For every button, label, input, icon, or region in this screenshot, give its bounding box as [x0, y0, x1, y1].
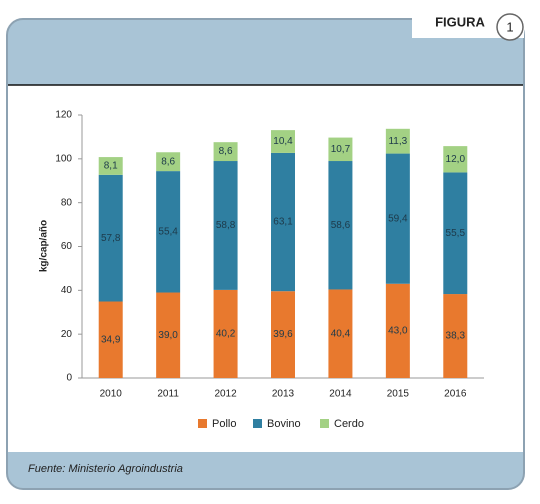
- bar-segment: [443, 294, 468, 378]
- data-label: 38,3: [446, 331, 466, 342]
- x-tick-label: 2016: [444, 389, 467, 400]
- x-tick-label: 2014: [329, 389, 352, 400]
- bar-segment: [98, 157, 123, 175]
- x-tick-label: 2011: [157, 389, 179, 400]
- y-tick-label: 20: [61, 329, 73, 340]
- bar-segment: [271, 130, 295, 153]
- y-tick-label: 60: [61, 241, 73, 252]
- y-tick-label: 120: [55, 110, 72, 121]
- bar-segment: [385, 283, 410, 378]
- y-tick-label: 40: [61, 285, 73, 296]
- data-label: 12,0: [446, 154, 466, 165]
- legend-label: Pollo: [212, 418, 236, 430]
- figure-number: 1: [506, 19, 513, 34]
- source: Fuente: Ministerio Agroindustria: [28, 463, 183, 475]
- data-label: 34,9: [101, 334, 121, 345]
- bar-segment: [213, 161, 238, 290]
- x-tick-label: 2013: [272, 389, 295, 400]
- data-label: 39,0: [158, 330, 178, 341]
- bar-segment: [271, 152, 295, 292]
- data-label: 11,3: [388, 136, 407, 147]
- data-label: 63,1: [273, 217, 293, 228]
- bar-segment: [156, 292, 181, 378]
- bar-segment: [98, 301, 123, 378]
- data-label: 10,4: [273, 136, 293, 147]
- bar-segment: [443, 172, 468, 295]
- data-label: 57,8: [101, 233, 121, 244]
- figure-number-badge: [496, 13, 524, 41]
- bar-segment: [98, 174, 123, 302]
- bar-segment: [213, 289, 238, 378]
- data-label: 8,6: [219, 146, 233, 157]
- x-tick-label: 2012: [214, 389, 237, 400]
- data-label: 40,2: [216, 329, 236, 340]
- data-label: 55,4: [158, 226, 178, 237]
- x-tick-label: 2010: [100, 389, 123, 400]
- legend-swatch: [198, 419, 207, 428]
- data-label: 10,7: [331, 144, 351, 155]
- bar-segment: [213, 142, 238, 162]
- bar-segment: [443, 146, 468, 173]
- legend-swatch: [320, 419, 329, 428]
- bar-segment: [328, 161, 353, 290]
- bar-segment: [156, 152, 181, 172]
- data-label: 8,1: [104, 161, 118, 172]
- y-tick-label: 0: [66, 373, 72, 384]
- y-tick-label: 80: [61, 197, 73, 208]
- data-label: 58,6: [331, 220, 351, 231]
- y-tick-label: 100: [55, 153, 72, 164]
- bar-segment: [156, 171, 181, 293]
- data-label: 58,8: [216, 220, 236, 231]
- bar-segment: [328, 137, 353, 162]
- bar-segment: [385, 128, 410, 154]
- bar-segment: [271, 291, 295, 378]
- data-label: 39,6: [273, 329, 293, 340]
- x-tick-label: 2015: [387, 389, 410, 400]
- y-axis-label: kg/cap/año: [39, 220, 50, 272]
- bar-segment: [385, 153, 410, 284]
- chart-area: [8, 85, 523, 452]
- bar-segment: [328, 289, 353, 378]
- data-label: 43,0: [388, 326, 408, 337]
- legend-label: Bovino: [267, 418, 301, 430]
- legend-swatch: [253, 419, 262, 428]
- legend-label: Cerdo: [334, 418, 364, 430]
- data-label: 8,6: [161, 156, 175, 167]
- data-label: 59,4: [388, 213, 408, 224]
- figure-label: FIGURA: [435, 14, 485, 29]
- data-label: 40,4: [331, 328, 351, 339]
- data-label: 55,5: [446, 228, 466, 239]
